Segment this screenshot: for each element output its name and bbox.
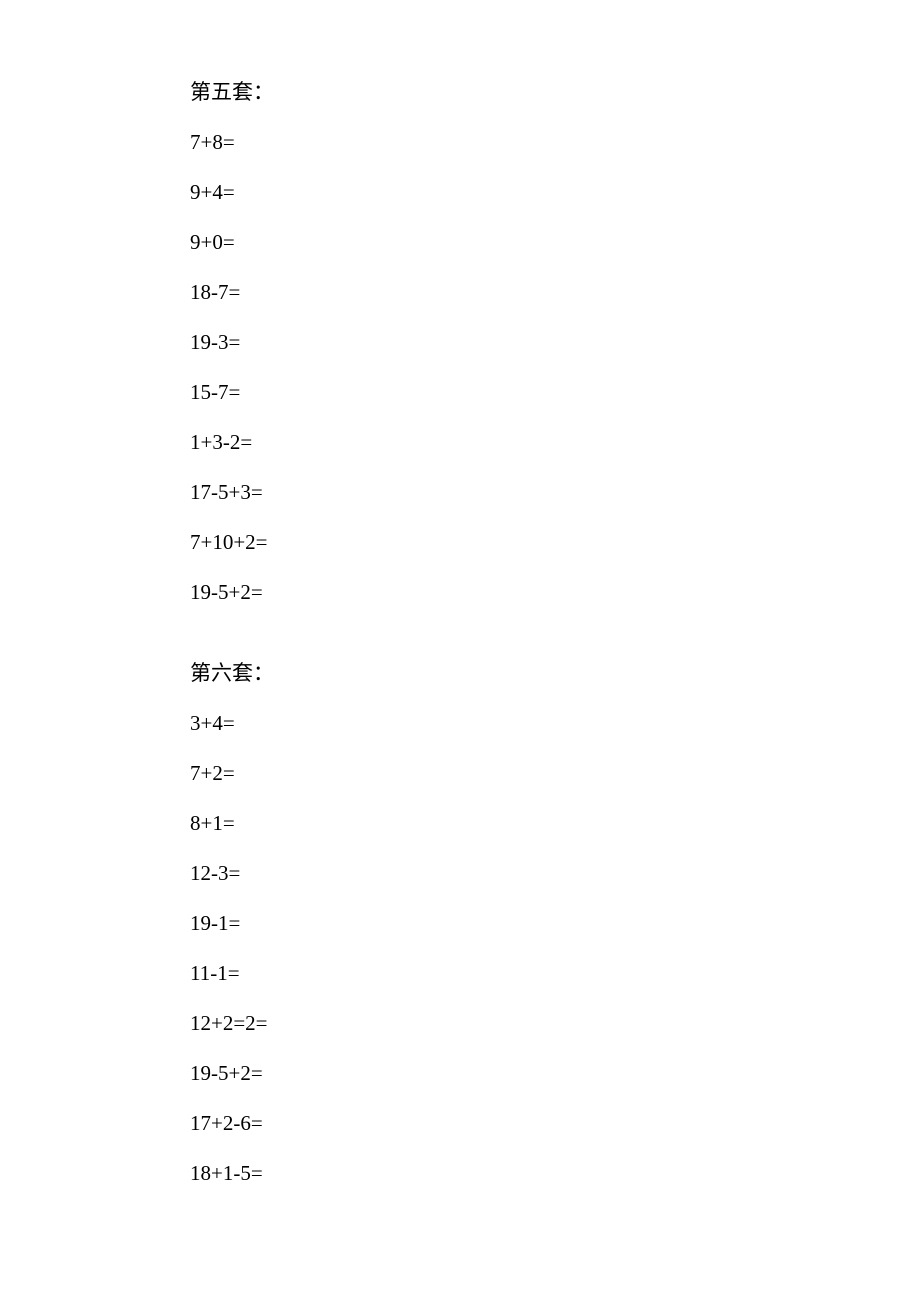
problem-line: 7+2= <box>190 763 920 784</box>
problem-line: 7+8= <box>190 132 920 153</box>
problem-line: 15-7= <box>190 382 920 403</box>
section-5: 第五套： 7+8= 9+4= 9+0= 18-7= 19-3= 15-7= 1+… <box>190 82 920 603</box>
problem-line: 1+3-2= <box>190 432 920 453</box>
problem-line: 12+2=2= <box>190 1013 920 1034</box>
problem-line: 3+4= <box>190 713 920 734</box>
problem-line: 18-7= <box>190 282 920 303</box>
problem-line: 19-1= <box>190 913 920 934</box>
problem-line: 19-5+2= <box>190 1063 920 1084</box>
problem-line: 19-3= <box>190 332 920 353</box>
problem-line: 17+2-6= <box>190 1113 920 1134</box>
problem-line: 11-1= <box>190 963 920 984</box>
problem-line: 7+10+2= <box>190 532 920 553</box>
problem-line: 17-5+3= <box>190 482 920 503</box>
problem-line: 8+1= <box>190 813 920 834</box>
problem-line: 9+0= <box>190 232 920 253</box>
section-6-title: 第六套： <box>190 663 920 684</box>
section-5-title: 第五套： <box>190 82 920 103</box>
problem-line: 19-5+2= <box>190 582 920 603</box>
problem-line: 18+1-5= <box>190 1163 920 1184</box>
problem-line: 12-3= <box>190 863 920 884</box>
problem-line: 9+4= <box>190 182 920 203</box>
section-6: 第六套： 3+4= 7+2= 8+1= 12-3= 19-1= 11-1= 12… <box>190 663 920 1184</box>
